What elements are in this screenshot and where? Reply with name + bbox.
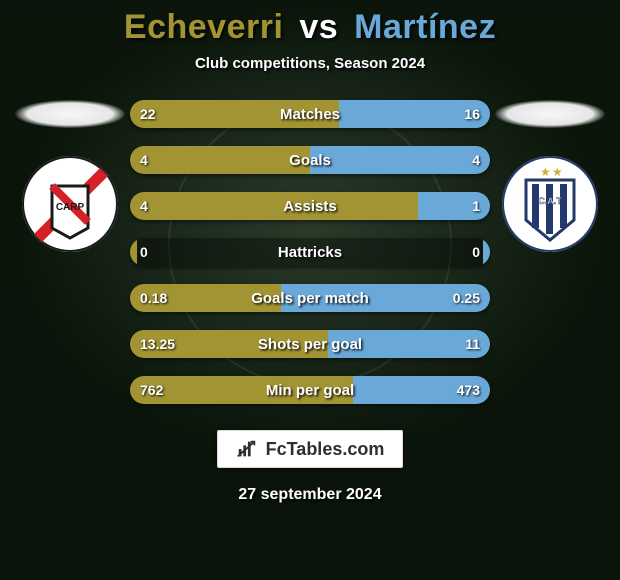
stat-value-right: 4 [462,146,490,174]
river-plate-icon: CARP [22,156,118,252]
brand-text: FcTables.com [266,439,385,460]
stat-value-left: 4 [130,146,158,174]
stat-row: 0.18 0.25 Goals per match [130,284,490,312]
brand-box[interactable]: FcTables.com [217,430,404,468]
stat-row: 762 473 Min per goal [130,376,490,404]
stat-value-left: 762 [130,376,173,404]
subtitle: Club competitions, Season 2024 [195,55,425,72]
stat-metric-label: Min per goal [266,382,354,399]
right-crest: ★ ★ C.A.T [502,156,598,252]
left-side: CARP [10,100,130,252]
stat-value-left: 0 [130,238,158,266]
stat-value-left: 4 [130,192,158,220]
content-root: Echeverri vs Martínez Club competitions,… [0,0,620,580]
stat-metric-label: Goals per match [251,290,369,307]
bar-fill-left [130,192,418,220]
left-crest: CARP [22,156,118,252]
stat-value-right: 473 [447,376,490,404]
talleres-icon: ★ ★ C.A.T [502,156,598,252]
stat-row: 13.25 11 Shots per goal [130,330,490,358]
right-side: ★ ★ C.A.T [490,100,610,252]
stat-value-left: 0.18 [130,284,177,312]
stat-row: 4 1 Assists [130,192,490,220]
svg-text:★: ★ [540,165,551,179]
title-vs: vs [293,8,344,46]
stat-row: 4 4 Goals [130,146,490,174]
stat-metric-label: Matches [280,106,340,123]
stat-metric-label: Goals [289,152,331,169]
comparison-stage: CARP 22 16 Matches 4 4 Goals 4 1 Assists 0 0 Hattri… [0,100,620,404]
stat-value-right: 0 [462,238,490,266]
player2-name: Martínez [354,8,496,46]
stat-bars: 22 16 Matches 4 4 Goals 4 1 Assists 0 0 Hattricks 0.… [130,100,490,404]
stat-metric-label: Shots per goal [258,336,362,353]
stat-value-right: 0.25 [443,284,490,312]
stat-metric-label: Assists [283,198,336,215]
player1-silhouette-base [15,100,125,128]
stat-value-right: 11 [455,330,490,358]
stat-value-right: 1 [462,192,490,220]
page-title: Echeverri vs Martínez [124,8,496,47]
svg-text:★: ★ [552,165,563,179]
svg-text:CARP: CARP [56,202,85,213]
stat-row: 22 16 Matches [130,100,490,128]
player1-name: Echeverri [124,8,284,46]
stat-value-right: 16 [454,100,490,128]
player2-silhouette-base [495,100,605,128]
date-text: 27 september 2024 [238,486,381,504]
chart-icon [236,438,258,460]
stat-row: 0 0 Hattricks [130,238,490,266]
stat-value-left: 13.25 [130,330,185,358]
stat-value-left: 22 [130,100,166,128]
stat-metric-label: Hattricks [278,244,342,261]
svg-text:C.A.T: C.A.T [538,196,562,206]
